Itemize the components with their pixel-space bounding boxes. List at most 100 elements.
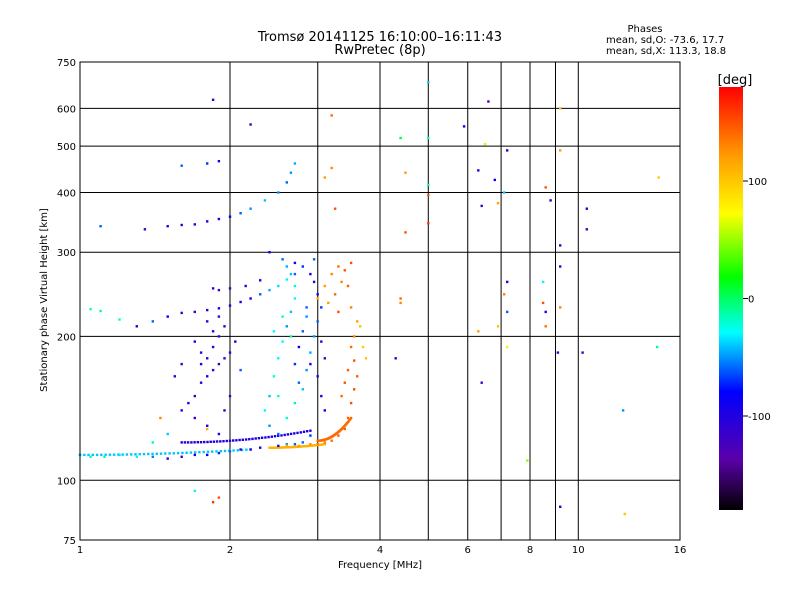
data-point (219, 450, 222, 453)
data-point (330, 166, 333, 170)
data-point (277, 284, 280, 288)
data-point (211, 330, 215, 333)
data-point (180, 409, 183, 412)
data-point (193, 310, 196, 314)
data-point (526, 459, 529, 462)
x-axis-label: Frequency [MHz] (338, 560, 422, 571)
data-point (291, 445, 295, 449)
data-point (103, 455, 106, 458)
data-point (186, 441, 190, 444)
data-point (312, 258, 316, 261)
data-point (349, 345, 353, 349)
data-point (245, 448, 248, 451)
data-point (263, 199, 267, 202)
data-point (544, 310, 547, 314)
data-point (180, 311, 183, 315)
data-point (232, 449, 235, 452)
data-point (198, 451, 201, 454)
data-point (260, 436, 264, 439)
data-point (349, 401, 353, 405)
data-point (427, 193, 430, 197)
data-point (356, 375, 359, 378)
data-point (151, 441, 154, 444)
data-point (293, 272, 297, 276)
y-tick-label: 75 (63, 536, 76, 547)
data-point (330, 272, 333, 276)
data-point (206, 450, 210, 453)
data-point (244, 284, 247, 288)
data-point (193, 340, 196, 343)
data-point (228, 287, 232, 290)
data-point (135, 455, 138, 458)
data-point (277, 432, 280, 436)
data-point (323, 409, 326, 412)
data-point (399, 297, 402, 300)
data-point (404, 171, 407, 174)
data-point (166, 457, 169, 460)
data-point (311, 444, 314, 447)
data-point (559, 306, 562, 309)
data-point (323, 357, 326, 360)
x-tick-label: 4 (377, 545, 383, 556)
data-point (320, 394, 323, 398)
data-point (249, 297, 252, 300)
colorbar-ticks: 100 0 -100 (743, 177, 771, 423)
data-point (506, 149, 509, 152)
data-point (238, 438, 241, 442)
data-point (427, 222, 430, 225)
data-point (293, 261, 297, 265)
data-point (309, 362, 312, 366)
data-point (281, 315, 284, 318)
data-point (480, 204, 483, 208)
data-point (259, 446, 262, 449)
data-point (346, 284, 350, 288)
y-tick-label: 100 (57, 476, 76, 487)
data-point (222, 440, 225, 443)
data-point (223, 357, 226, 360)
data-point (621, 409, 625, 412)
data-point (239, 368, 242, 372)
data-point (282, 446, 285, 449)
data-point (294, 445, 297, 449)
data-point (322, 443, 325, 446)
data-point (297, 444, 301, 448)
data-point (194, 451, 197, 454)
data-point (285, 325, 288, 328)
data-point (267, 435, 270, 439)
data-point (293, 432, 296, 435)
data-point (300, 445, 303, 448)
data-point (217, 496, 221, 499)
data-point (320, 443, 324, 446)
data-point (305, 315, 308, 318)
data-point (212, 440, 216, 443)
data-point (305, 306, 308, 309)
data-point (151, 455, 154, 458)
colorbar-tick-label: 0 (748, 295, 754, 306)
data-point (333, 207, 337, 210)
data-point (277, 434, 280, 437)
data-point (268, 424, 271, 427)
data-point (318, 443, 321, 446)
data-point (277, 446, 281, 449)
data-point (319, 443, 322, 446)
data-point (239, 448, 242, 451)
data-point (559, 149, 562, 152)
data-point (180, 455, 183, 458)
data-point (316, 320, 319, 323)
data-point (320, 340, 323, 343)
data-point (656, 345, 659, 349)
data-point (316, 375, 319, 378)
data-point (404, 231, 407, 234)
colorbar-tick-label: -100 (748, 412, 771, 423)
data-point (187, 401, 190, 405)
data-point (293, 443, 297, 446)
data-point (223, 409, 226, 412)
data-point (279, 446, 282, 449)
data-point (193, 489, 196, 493)
data-point (301, 330, 304, 333)
data-point (249, 207, 252, 210)
data-point (506, 280, 509, 284)
data-point (112, 453, 116, 456)
y-tick-label: 200 (57, 332, 76, 343)
data-point (353, 335, 356, 338)
